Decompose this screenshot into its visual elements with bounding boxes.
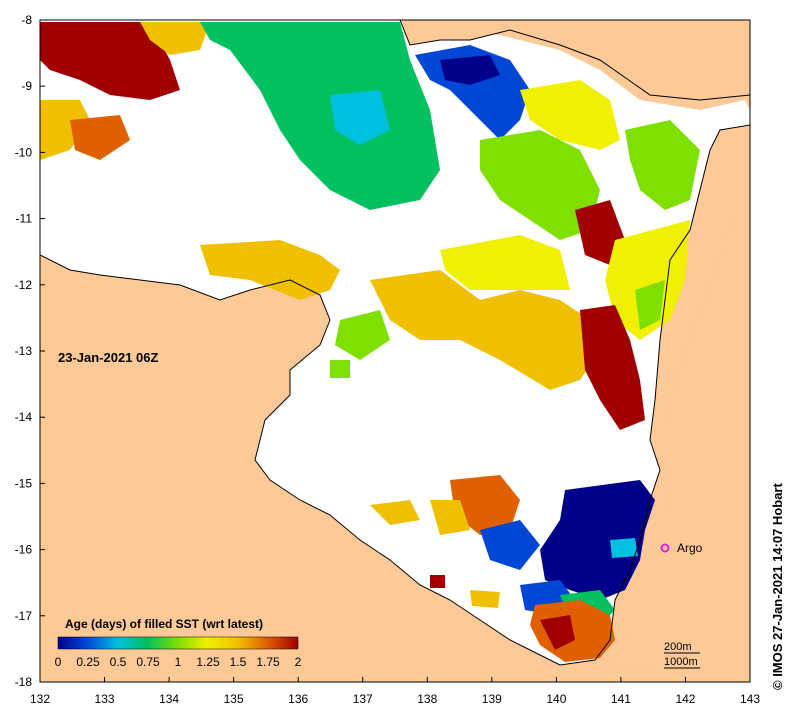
legend-title: Age (days) of filled SST (wrt latest) bbox=[65, 617, 263, 631]
scale-label-1000m: 1000m bbox=[664, 656, 698, 668]
legend-colorbar bbox=[57, 636, 299, 650]
y-tick-label: -13 bbox=[15, 344, 33, 358]
y-tick-label: -18 bbox=[15, 675, 33, 689]
x-tick-label: 143 bbox=[740, 692, 760, 706]
legend-tick-label: 0.25 bbox=[76, 655, 100, 669]
legend-tick-label: 1 bbox=[175, 655, 182, 669]
legend-tick-label: 0.5 bbox=[110, 655, 127, 669]
legend-tick-label: 1.75 bbox=[256, 655, 280, 669]
y-axis: -8 -9 -10 -11 -12 -13 -14 -15 -16 -17 -18 bbox=[15, 13, 45, 689]
y-tick-label: -11 bbox=[16, 212, 33, 226]
png-coast bbox=[400, 20, 750, 100]
y-tick-label: -16 bbox=[15, 543, 33, 557]
y-tick-label: -10 bbox=[15, 145, 33, 159]
x-tick-label: 132 bbox=[30, 692, 50, 706]
scale-label-200m: 200m bbox=[664, 641, 692, 653]
x-axis: 132 133 134 135 136 137 138 139 140 141 142 143 bbox=[30, 677, 760, 706]
legend-tick-label: 1.25 bbox=[196, 655, 220, 669]
y-tick-label: -9 bbox=[21, 79, 32, 93]
argo-label: Argo bbox=[677, 541, 703, 555]
x-tick-label: 139 bbox=[482, 692, 502, 706]
y-tick-label: -17 bbox=[15, 609, 33, 623]
y-tick-label: -15 bbox=[15, 476, 33, 490]
y-tick-label: -8 bbox=[21, 13, 32, 27]
x-tick-label: 135 bbox=[224, 692, 244, 706]
coastline bbox=[40, 124, 750, 666]
legend-tick-label: 2 bbox=[295, 655, 302, 669]
y-tick-label: -12 bbox=[15, 278, 33, 292]
argo-marker-icon[interactable] bbox=[660, 543, 670, 553]
x-tick-label: 142 bbox=[675, 692, 695, 706]
date-label: 23-Jan-2021 06Z bbox=[58, 350, 159, 365]
legend-tick-label: 1.5 bbox=[230, 655, 247, 669]
coastline-north bbox=[399, 20, 750, 101]
x-tick-label: 133 bbox=[95, 692, 115, 706]
legend-ticks: 0 0.25 0.5 0.75 1 1.25 1.5 1.75 2 bbox=[55, 655, 302, 669]
x-tick-label: 134 bbox=[159, 692, 179, 706]
legend-tick-label: 0 bbox=[55, 655, 62, 669]
credit-label: © IMOS 27-Jan-2021 14:07 Hobart bbox=[770, 483, 785, 690]
depth-contour-legend: 200m 1000m bbox=[664, 641, 700, 669]
sst-patches bbox=[40, 22, 700, 662]
x-tick-label: 141 bbox=[611, 692, 631, 706]
x-tick-label: 138 bbox=[417, 692, 437, 706]
x-tick-label: 140 bbox=[546, 692, 566, 706]
cape-york bbox=[600, 120, 750, 682]
legend-tick-label: 0.75 bbox=[136, 655, 160, 669]
y-tick-label: -14 bbox=[15, 410, 33, 424]
x-tick-label: 136 bbox=[288, 692, 308, 706]
x-tick-label: 137 bbox=[353, 692, 373, 706]
